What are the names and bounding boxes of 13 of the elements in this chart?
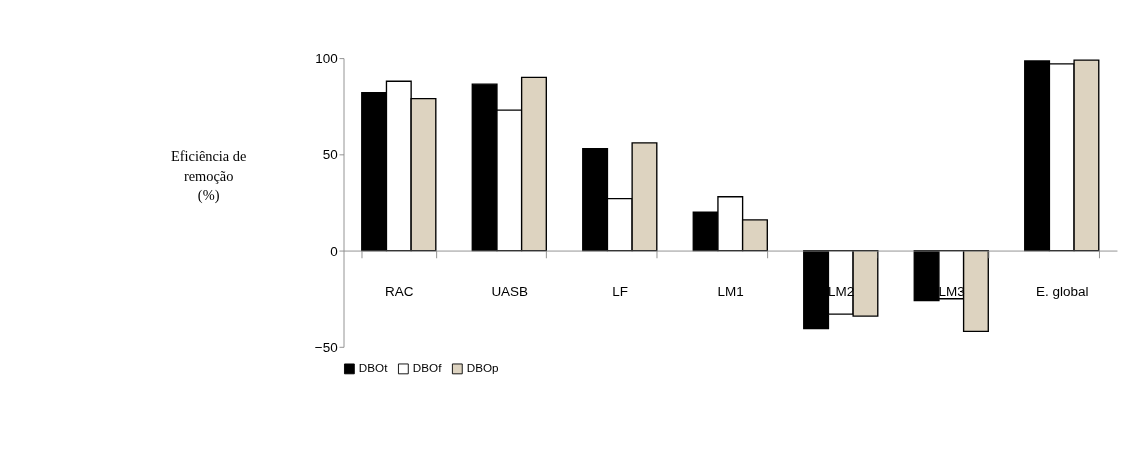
- x-tick-label: UASB: [491, 284, 529, 300]
- x-tick-label: RAC: [385, 284, 414, 300]
- legend-label: DBOt: [358, 361, 389, 375]
- y-tick-label: 50: [322, 147, 338, 163]
- y-tick-label: 0: [330, 243, 338, 259]
- x-tick-label: E. global: [1035, 284, 1089, 300]
- legend-label: DBOp: [466, 361, 500, 375]
- y-tick-label: 100: [315, 51, 338, 67]
- y-axis-title: Eficiência de remoção (%): [170, 147, 247, 205]
- legend-label: DBOf: [412, 361, 443, 375]
- x-tick-label: LF: [612, 284, 629, 300]
- y-tick-label: −50: [314, 339, 338, 355]
- x-tick-label: LM1: [717, 284, 744, 300]
